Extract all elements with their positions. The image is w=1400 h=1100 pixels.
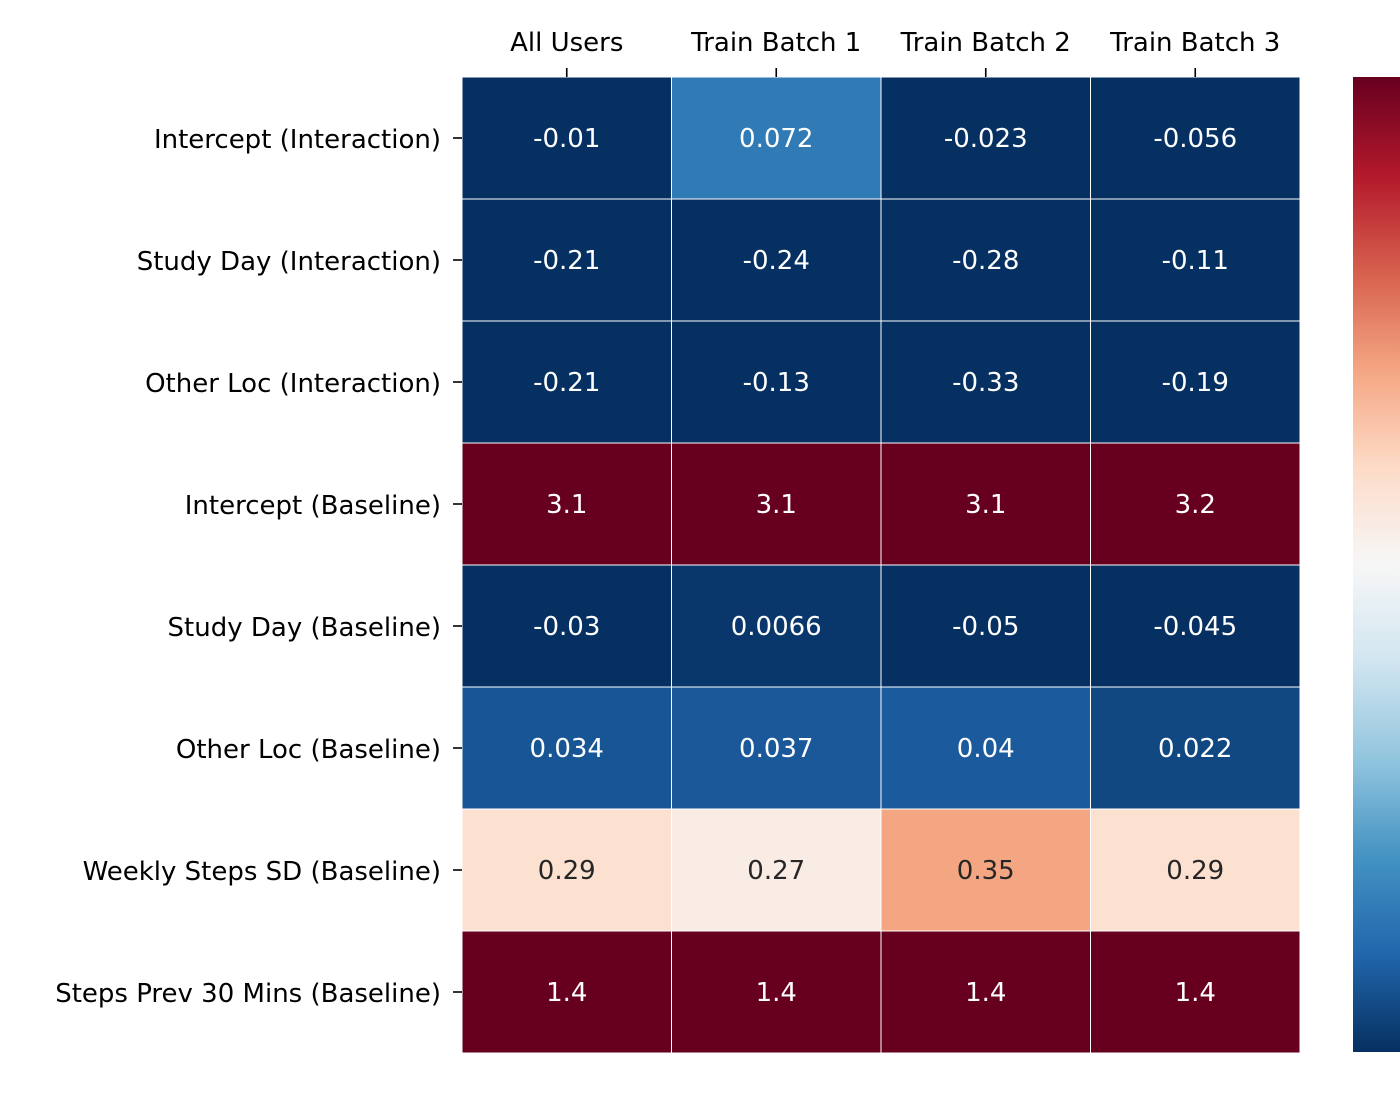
cell-value-label: 0.04: [957, 734, 1015, 764]
heatmap-cell: [880, 686, 1091, 810]
cell-value-label: 0.29: [538, 856, 596, 886]
cell-value-label: 0.072: [739, 124, 813, 154]
heatmap-cell: [671, 76, 882, 200]
cell-value-label: 3.2: [1175, 490, 1216, 520]
cell-value-label: -0.023: [944, 124, 1028, 154]
cell-value-label: 0.034: [530, 734, 604, 764]
cell-value-label: 0.35: [957, 856, 1015, 886]
cell-value-label: 1.4: [546, 978, 587, 1008]
heatmap-cell: [1090, 76, 1301, 200]
heatmap-cell: [1090, 686, 1301, 810]
heatmap-cell: [1090, 320, 1301, 444]
cell-value-label: -0.11: [1162, 246, 1229, 276]
cell-value-label: 3.1: [756, 490, 797, 520]
row-tick-label: Study Day (Baseline): [168, 613, 441, 643]
heatmap-cell: [1090, 442, 1301, 566]
cell-value-label: 1.4: [965, 978, 1006, 1008]
cell-value-label: 1.4: [1175, 978, 1216, 1008]
cell-value-label: -0.05: [952, 612, 1019, 642]
row-tick-label: Other Loc (Interaction): [145, 369, 441, 399]
heatmap-cell: [880, 442, 1091, 566]
heatmap-cell: [461, 198, 672, 322]
cell-value-label: -0.21: [533, 246, 600, 276]
cell-value-label: -0.056: [1153, 124, 1237, 154]
heatmap-cell: [461, 76, 672, 200]
heatmap-cells: [461, 76, 1301, 1054]
row-tick-label: Intercept (Interaction): [154, 125, 441, 155]
column-axis: All Users Train Batch 1 Train Batch 2 Train…: [510, 28, 1280, 77]
cell-value-label: 0.037: [739, 734, 813, 764]
cell-value-label: 0.0066: [731, 612, 822, 642]
column-tick-label: All Users: [510, 28, 623, 58]
heatmap-cell: [880, 808, 1091, 932]
cell-value-labels: -0.01 0.072 -0.023 -0.056 -0.21 -0.24 -0.28 -0.…: [530, 124, 1238, 1008]
cell-value-label: -0.045: [1153, 612, 1237, 642]
cell-value-label: -0.28: [952, 246, 1019, 276]
heatmap-cell: [671, 320, 882, 444]
cell-value-label: 0.27: [747, 856, 805, 886]
heatmap-cell: [671, 198, 882, 322]
heatmap-cell: [1090, 564, 1301, 688]
cell-value-label: 1.4: [756, 978, 797, 1008]
cell-value-label: 3.1: [546, 490, 587, 520]
heatmap-cell: [461, 686, 672, 810]
heatmap-cell: [880, 198, 1091, 322]
cell-value-label: 0.022: [1158, 734, 1232, 764]
cell-value-label: -0.24: [743, 246, 810, 276]
cell-value-label: -0.01: [533, 124, 600, 154]
cell-value-label: -0.03: [533, 612, 600, 642]
cell-value-label: -0.19: [1162, 368, 1229, 398]
column-tick-label: Train Batch 2: [900, 28, 1071, 58]
cell-value-label: -0.33: [952, 368, 1019, 398]
cell-value-label: 3.1: [965, 490, 1006, 520]
heatmap-cell: [1090, 930, 1301, 1054]
cell-value-label: -0.13: [743, 368, 810, 398]
row-tick-label: Other Loc (Baseline): [176, 735, 441, 765]
heatmap-cell: [671, 808, 882, 932]
heatmap-cell: [671, 442, 882, 566]
column-tick-label: Train Batch 3: [1109, 28, 1280, 58]
row-tick-label: Intercept (Baseline): [185, 491, 441, 521]
row-tick-label: Steps Prev 30 Mins (Baseline): [55, 979, 441, 1009]
heatmap-cell: [880, 930, 1091, 1054]
heatmap-cell: [1090, 198, 1301, 322]
heatmap-cell: [671, 686, 882, 810]
heatmap-cell: [461, 564, 672, 688]
row-axis: Intercept (Interaction) Study Day (Intera…: [55, 125, 462, 1009]
heatmap-cell: [880, 564, 1091, 688]
column-tick-label: Train Batch 1: [690, 28, 861, 58]
heatmap-cell: [461, 930, 672, 1054]
heatmap-cell: [1090, 808, 1301, 932]
row-tick-label: Weekly Steps SD (Baseline): [83, 857, 441, 887]
heatmap-cell: [461, 442, 672, 566]
cell-value-label: -0.21: [533, 368, 600, 398]
colorbar: [1353, 77, 1400, 1052]
heatmap-cell: [461, 808, 672, 932]
row-tick-label: Study Day (Interaction): [137, 247, 441, 277]
heatmap-cell: [671, 564, 882, 688]
cell-value-label: 0.29: [1166, 856, 1224, 886]
